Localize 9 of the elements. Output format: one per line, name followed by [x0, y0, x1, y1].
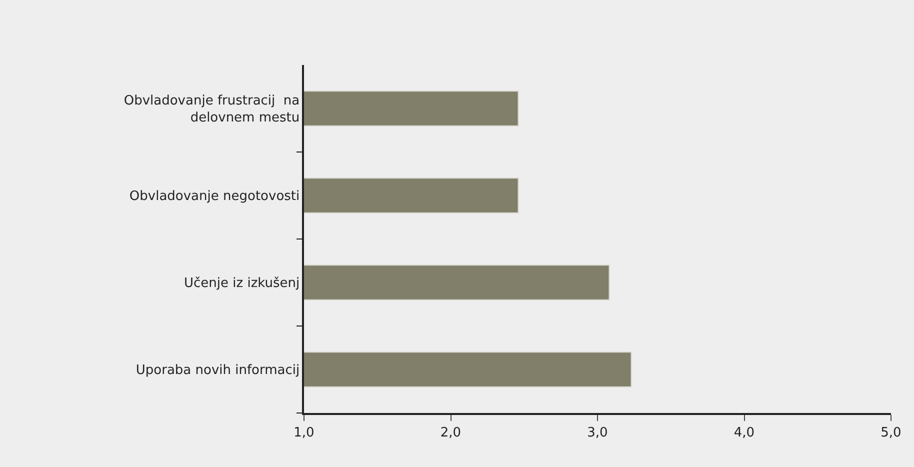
x-tick-label: 5,0: [880, 425, 902, 440]
y-tick-label: Uporaba novih informacij: [136, 363, 300, 378]
x-tick-label: 3,0: [587, 425, 608, 440]
y-tick-label: Obvladovanje frustracij na delovnem mestu: [124, 94, 300, 126]
y-tick-label: Učenje iz izkušenj: [184, 276, 300, 292]
y-tick-label: Obvladovanje negotovosti: [129, 189, 300, 204]
x-tick-label: 2,0: [440, 425, 462, 440]
x-tick-label: 1,0: [294, 425, 314, 440]
x-tick-label: 4,0: [734, 425, 755, 440]
